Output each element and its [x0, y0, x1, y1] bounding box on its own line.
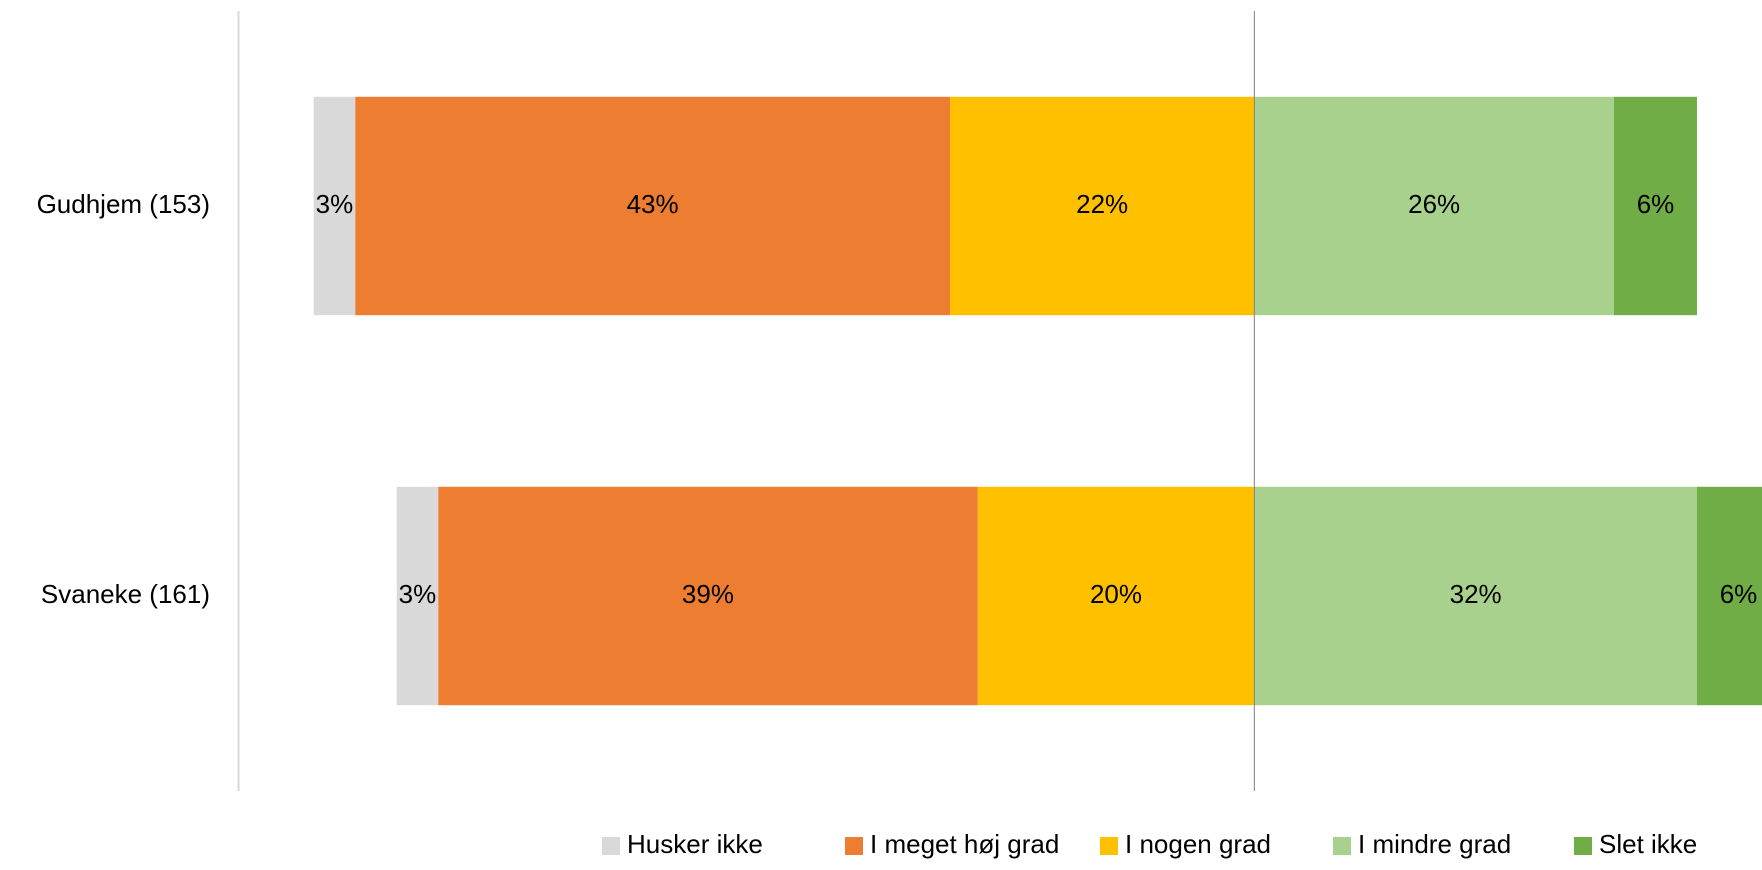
legend-label: Husker ikke — [627, 829, 763, 859]
legend-label: I nogen grad — [1125, 829, 1271, 859]
legend-swatch — [602, 837, 620, 855]
category-label: Svaneke (161) — [41, 579, 210, 609]
legend-label: I meget høj grad — [870, 829, 1059, 859]
category-label: Gudhjem (153) — [37, 189, 210, 219]
bar-segment — [1613, 96, 1697, 316]
data-label: 26% — [1408, 189, 1460, 219]
bar-segment — [355, 96, 951, 316]
data-label: 6% — [1637, 189, 1675, 219]
legend-swatch — [1574, 837, 1592, 855]
legend-swatch — [1333, 837, 1351, 855]
legend-label: Slet ikke — [1599, 829, 1697, 859]
legend-swatch — [1100, 837, 1118, 855]
data-label: 43% — [627, 189, 679, 219]
data-label: 22% — [1076, 189, 1128, 219]
data-label: 6% — [1720, 579, 1758, 609]
bar-segment — [313, 96, 356, 316]
data-label: 32% — [1450, 579, 1502, 609]
bar-segment — [977, 486, 1255, 706]
legend-label: I mindre grad — [1358, 829, 1511, 859]
data-label: 3% — [316, 189, 354, 219]
bar-segment — [1254, 486, 1697, 706]
data-label: 3% — [399, 579, 437, 609]
bar-segment — [950, 96, 1255, 316]
bar-segment — [1696, 486, 1762, 706]
bar-segment — [1254, 96, 1614, 316]
legend-swatch — [845, 837, 863, 855]
data-label: 39% — [682, 579, 734, 609]
bar-segment — [438, 486, 978, 706]
data-label: 20% — [1090, 579, 1142, 609]
bar-segment — [396, 486, 439, 706]
